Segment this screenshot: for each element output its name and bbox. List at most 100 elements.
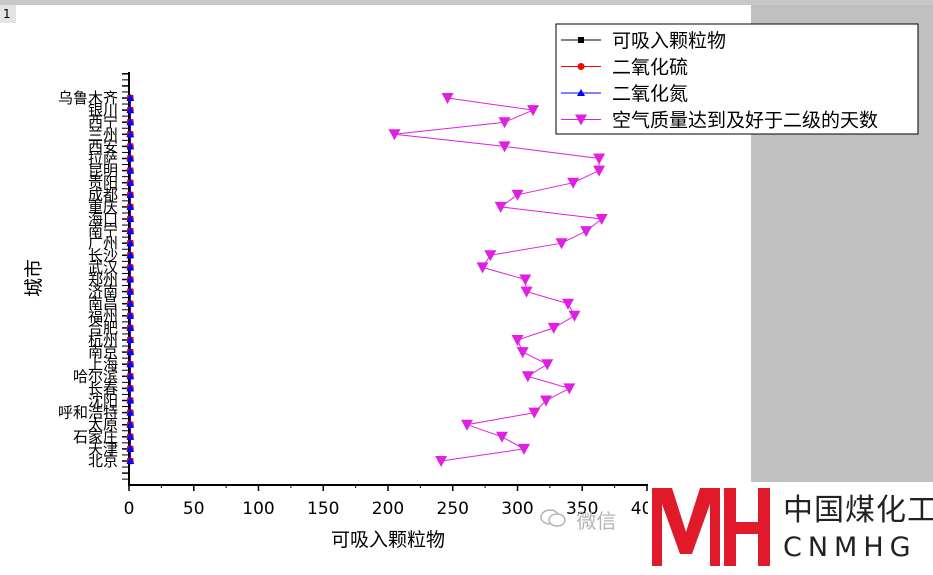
series-line [394,97,603,462]
data-point [593,153,606,165]
data-point [568,310,581,322]
data-point [126,299,135,307]
watermark: 微信 [540,505,616,534]
data-point [516,347,529,359]
data-point [498,117,511,129]
y-tick-label: 拉萨 [88,150,118,168]
data-point [126,275,135,283]
legend-label: 二氧化氮 [612,83,688,105]
data-point [593,165,606,177]
y-tick-label: 太原 [88,416,118,434]
data-point [520,286,533,298]
data-point [563,383,576,395]
window-top-strip [0,0,933,5]
data-point [126,142,135,150]
y-ticks: 北京天津石家庄太原呼和浩特沈阳长春哈尔滨上海南京杭州合肥福州南昌济南郑州武汉长沙… [58,73,129,480]
data-point [126,287,135,295]
data-point [580,226,593,238]
data-point [126,154,135,162]
data-point [126,94,135,101]
data-point [126,251,135,259]
graph-tab-label[interactable]: 1 [0,5,16,23]
data-point [126,190,135,198]
data-point [521,371,534,383]
data-point [555,238,568,250]
x-tick-label: 0 [124,499,135,519]
legend-box [555,23,919,135]
data-point [517,443,530,455]
data-point [562,298,575,310]
data-point [527,105,540,117]
data-point [567,177,580,189]
x-tick-label: 50 [183,499,205,519]
legend-item: 二氧化氮 [561,83,688,105]
data-point [126,130,135,138]
y-tick-label: 长沙 [88,246,118,264]
logo-english-text: CNMHG [783,532,917,563]
logo-mark [652,488,770,566]
data-point [476,262,489,274]
data-point [484,250,497,262]
data-point [126,384,135,392]
series [126,93,608,467]
y-tick-label: 昆明 [88,162,118,180]
y-tick-label: 贵阳 [88,174,118,192]
legend-marker [575,114,587,126]
y-tick-label: 武汉 [88,258,118,276]
data-point [388,129,401,141]
series-3 [126,94,135,464]
data-point [519,274,532,286]
watermark-text: 微信 [576,509,617,533]
data-point [126,420,135,428]
data-point [528,407,541,419]
y-tick-label: 杭州 [88,331,118,349]
y-tick-label: 沈阳 [88,392,118,410]
data-point [494,201,507,213]
logo-chinese-text: 中国煤化工 [783,493,933,528]
y-tick-label: 南昌 [88,295,118,313]
data-point [595,214,608,225]
y-tick-label: 南宁 [88,222,118,240]
data-point [126,227,135,235]
legend-item: 可吸入颗粒物 [561,30,726,52]
x-tick-label: 250 [437,499,469,519]
data-point [460,419,473,431]
x-tick-label: 100 [242,499,274,519]
data-point [126,202,135,210]
y-tick-label: 西安 [88,137,118,155]
data-point [126,215,135,222]
x-axis-label: 可吸入颗粒物 [331,529,445,551]
data-point [126,396,135,404]
logo [648,482,933,571]
y-tick-label: 重庆 [88,198,118,216]
data-point [126,118,135,126]
legend-item: 二氧化硫 [561,57,688,79]
legend-marker [577,63,585,70]
data-point [547,322,560,334]
y-tick-label: 乌鲁木齐 [58,89,118,107]
y-tick-label: 海口 [88,210,118,228]
data-point [441,93,454,104]
y-axis-label: 城市 [23,259,45,297]
data-point [126,432,135,440]
y-tick-label: 石家庄 [73,428,118,446]
data-point [126,408,135,416]
data-point [539,395,552,407]
data-point [126,263,135,271]
series-4 [388,93,608,467]
y-tick-label: 银川 [88,101,118,119]
y-tick-label: 成都 [88,186,118,204]
y-tick-label: 长春 [88,379,118,397]
data-point [126,166,135,174]
data-point [541,359,554,371]
y-tick-label: 合肥 [88,319,118,337]
data-point [511,335,524,346]
y-tick-label: 哈尔滨 [73,367,118,385]
data-point [126,457,135,464]
y-tick-label: 上海 [88,355,118,373]
data-point [126,372,135,380]
data-point [126,311,135,319]
x-tick-label: 350 [566,499,598,519]
